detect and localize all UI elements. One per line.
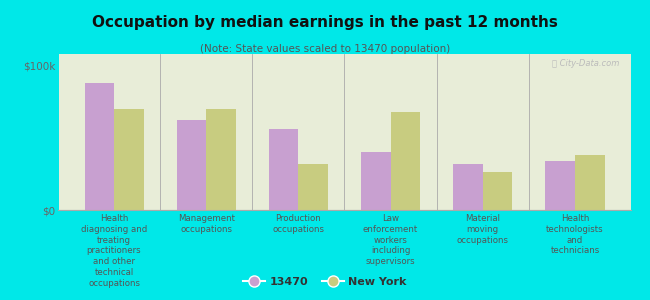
Bar <box>545 161 575 210</box>
Bar <box>298 164 328 210</box>
Bar <box>453 164 483 210</box>
Bar <box>391 112 420 210</box>
Text: (Note: State values scaled to 13470 population): (Note: State values scaled to 13470 popu… <box>200 44 450 53</box>
Bar <box>483 172 512 210</box>
Bar <box>206 109 236 210</box>
Bar <box>269 129 298 210</box>
Bar <box>575 155 604 210</box>
Legend: 13470, New York: 13470, New York <box>239 273 411 291</box>
Bar <box>177 120 206 210</box>
Bar <box>361 152 391 210</box>
Text: Ⓜ City-Data.com: Ⓜ City-Data.com <box>552 59 619 68</box>
Bar <box>84 83 114 210</box>
Bar <box>114 109 144 210</box>
Text: Occupation by median earnings in the past 12 months: Occupation by median earnings in the pas… <box>92 15 558 30</box>
